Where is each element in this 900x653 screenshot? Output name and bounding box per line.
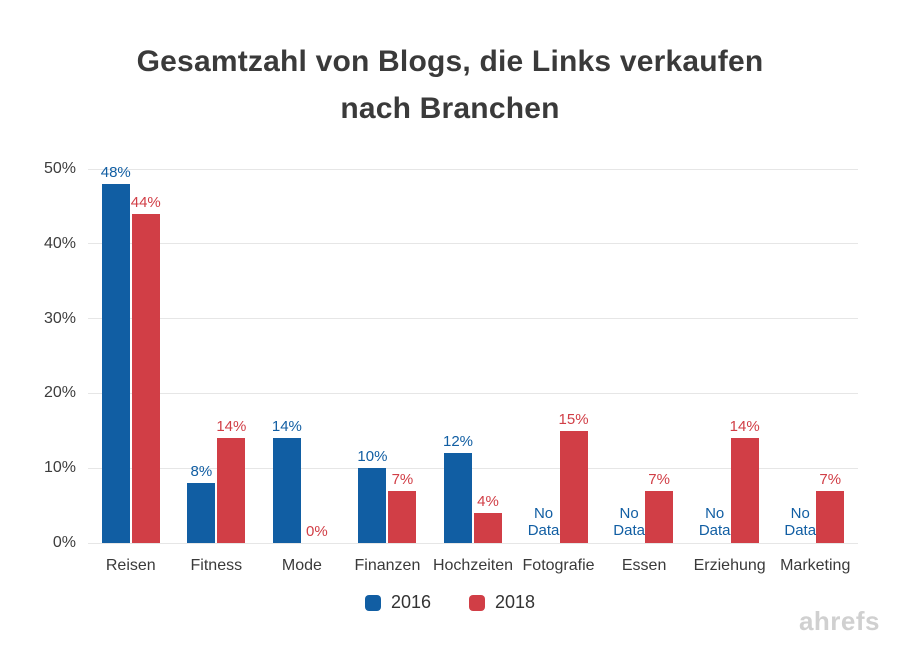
x-axis-label-Marketing: Marketing [780, 557, 851, 574]
legend-label-2018: 2018 [495, 592, 536, 612]
ahrefs-logo: ahrefs [798, 606, 880, 636]
gridline-30% [88, 318, 858, 320]
bar-2018-Reisen [131, 213, 160, 543]
bar-2018-Fitness [217, 438, 246, 543]
bar-2018-Fotografie [559, 430, 588, 543]
bar-2016-Reisen [101, 183, 130, 543]
legend-swatch-2016 [364, 594, 381, 611]
value-label-2018-Fitness: 14% [216, 418, 247, 436]
value-label-2018-Mode: 0% [306, 523, 328, 540]
bar-2018-Marketing [816, 490, 845, 543]
no-data-label-Essen: No Data [613, 505, 645, 539]
y-axis-tick-20%: 20% [43, 384, 76, 402]
y-axis-tick-40%: 40% [43, 234, 76, 252]
value-label-2018-Fotografie: 15% [558, 410, 589, 428]
y-axis-tick-0%: 0% [52, 534, 76, 551]
value-label-2016-Finanzen: 10% [357, 448, 388, 466]
plot-area: 48% 44% 8% 14% 14% 0% 10% 7% 12% 4% No Data 15% No Dat… [88, 164, 858, 544]
legend-swatch-2018 [469, 594, 485, 611]
no-data-label-Erziehung: No Data [698, 505, 731, 539]
bar-2018-Essen [645, 490, 674, 543]
value-label-2016-Hochzeiten: 12% [442, 433, 474, 451]
x-axis-label-Hochzeiten: Hochzeiten [432, 557, 514, 574]
bar-2016-Mode [272, 438, 301, 543]
chart-title-line2: nach Branchen [340, 92, 560, 125]
x-axis-label-Reisen: Reisen [105, 557, 156, 574]
y-axis-tick-10%: 10% [43, 459, 76, 477]
gridline-50% [88, 168, 858, 170]
x-axis-label-Fotografie: Fotografie [522, 557, 595, 574]
gridline-20% [88, 392, 858, 394]
chart-title-line1: Gesamtzahl von Blogs, die Links verkaufe… [136, 45, 764, 78]
value-label-2018-Marketing: 7% [819, 470, 842, 488]
bar-2018-Erziehung [730, 438, 759, 543]
bar-2018-Finanzen [388, 490, 417, 543]
x-axis-label-Finanzen: Finanzen [354, 557, 421, 574]
bar-2016-Finanzen [358, 468, 387, 543]
gridline-10% [88, 467, 858, 469]
legend-item-2018: 2018 [469, 592, 535, 613]
chart-title: Gesamtzahl von Blogs, die Links verkaufe… [0, 38, 900, 132]
value-label-2018-Finanzen: 7% [391, 470, 414, 488]
bar-2016-Hochzeiten [444, 453, 472, 543]
no-data-label-Fotografie: No Data [527, 505, 560, 539]
legend-item-2016: 2016 [364, 592, 431, 613]
x-axis-label-Mode: Mode [281, 557, 322, 574]
chart-legend: 2016 2018 [0, 592, 900, 613]
no-data-label-Marketing: No Data [784, 505, 817, 539]
value-label-2016-Fitness: 8% [190, 463, 213, 481]
y-axis-tick-30%: 30% [43, 309, 76, 327]
legend-label-2016: 2016 [390, 592, 431, 612]
y-axis-tick-50%: 50% [43, 160, 76, 177]
x-axis-label-Erziehung: Erziehung [693, 557, 766, 574]
value-label-2016-Reisen: 48% [100, 163, 131, 181]
bar-2016-Fitness [187, 483, 216, 543]
x-axis-label-Fitness: Fitness [190, 557, 243, 574]
value-label-2018-Hochzeiten: 4% [477, 493, 499, 511]
value-label-2016-Mode: 14% [271, 418, 302, 436]
value-label-2018-Erziehung: 14% [729, 418, 760, 436]
bar-2018-Hochzeiten [474, 513, 502, 543]
gridline-0% [88, 542, 858, 544]
value-label-2018-Reisen: 44% [130, 193, 161, 211]
gridline-40% [88, 243, 858, 245]
value-label-2018-Essen: 7% [648, 470, 670, 488]
x-axis-label-Essen: Essen [621, 557, 667, 574]
